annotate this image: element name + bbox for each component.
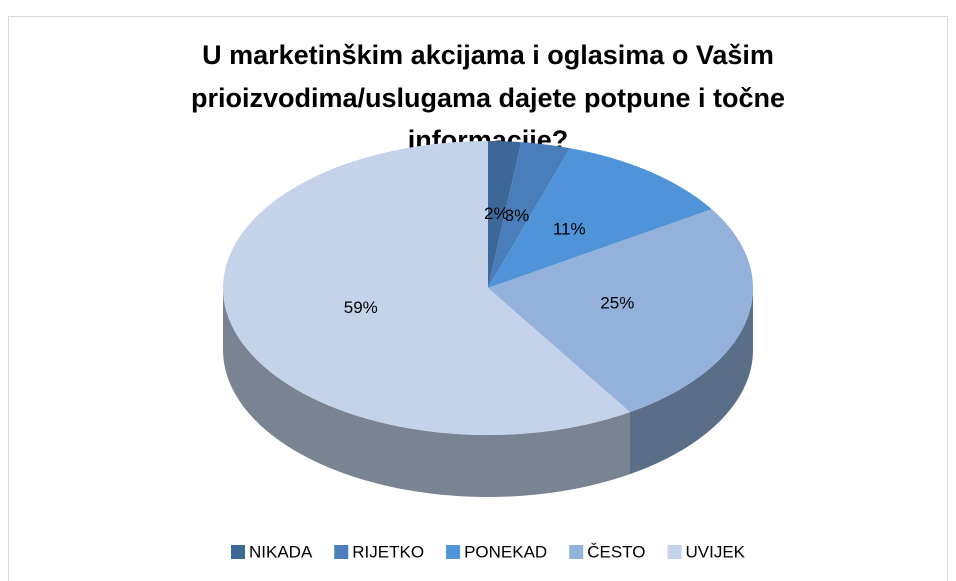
legend-swatch — [569, 545, 584, 559]
pie-slice — [488, 148, 712, 288]
pie-slice — [488, 209, 753, 413]
legend-label: PONEKAD — [464, 542, 547, 561]
chart-title: prioizvodima/uslugama dajete potpune i t… — [191, 83, 785, 113]
legend-swatch — [446, 545, 461, 559]
legend-label: NIKADA — [249, 542, 313, 561]
legend-label: UVIJEK — [685, 542, 745, 561]
pie-slice — [223, 141, 630, 435]
data-label: 3% — [505, 206, 530, 225]
legend-label: RIJETKO — [352, 542, 424, 561]
legend-label: ČESTO — [587, 542, 645, 561]
data-label: 2% — [484, 204, 509, 223]
data-label: 25% — [600, 294, 634, 313]
legend-swatch — [667, 545, 682, 559]
data-label: 59% — [344, 298, 378, 317]
data-label: 11% — [553, 219, 586, 238]
pie-slice — [488, 141, 522, 288]
pie-slice — [488, 142, 570, 288]
legend-swatch — [230, 545, 245, 559]
pie-side — [629, 288, 753, 475]
legend-swatch — [334, 545, 349, 559]
chart-title: U marketinškim akcijama i oglasima o Vaš… — [202, 40, 774, 70]
pie-side — [223, 288, 630, 497]
